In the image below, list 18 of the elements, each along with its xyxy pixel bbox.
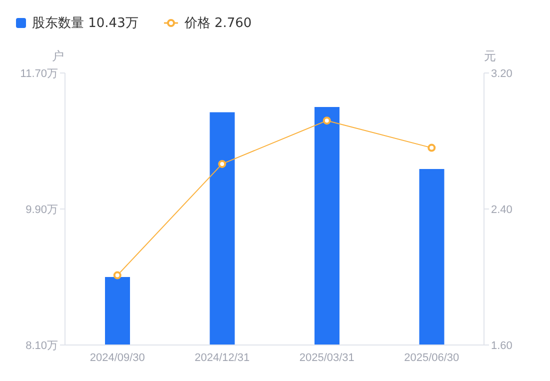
y2-axis-title: 元 [484, 48, 496, 65]
y2-tick-label: 2.40 [491, 204, 512, 216]
point [218, 160, 226, 168]
y-tick-label: 8.10万 [26, 340, 58, 352]
x-tick-label: 2024/12/31 [194, 352, 250, 364]
y2-tick-label: 1.60 [491, 340, 512, 352]
y-tick-label: 11.70万 [20, 68, 58, 80]
x-tick-label: 2025/03/31 [299, 352, 354, 364]
y-tick-label: 9.90万 [26, 204, 58, 216]
y-axis-title: 户 [52, 48, 64, 65]
x-tick-label: 2024/09/30 [90, 352, 145, 364]
legend-label: 价格 2.760 [184, 15, 252, 32]
x-tick-label: 2025/06/30 [404, 352, 460, 364]
point [113, 271, 122, 280]
y2-tick-label: 3.20 [491, 68, 512, 80]
point [428, 144, 436, 152]
point [322, 116, 331, 125]
legend-label: 股东数量 10.43万 [32, 15, 138, 32]
